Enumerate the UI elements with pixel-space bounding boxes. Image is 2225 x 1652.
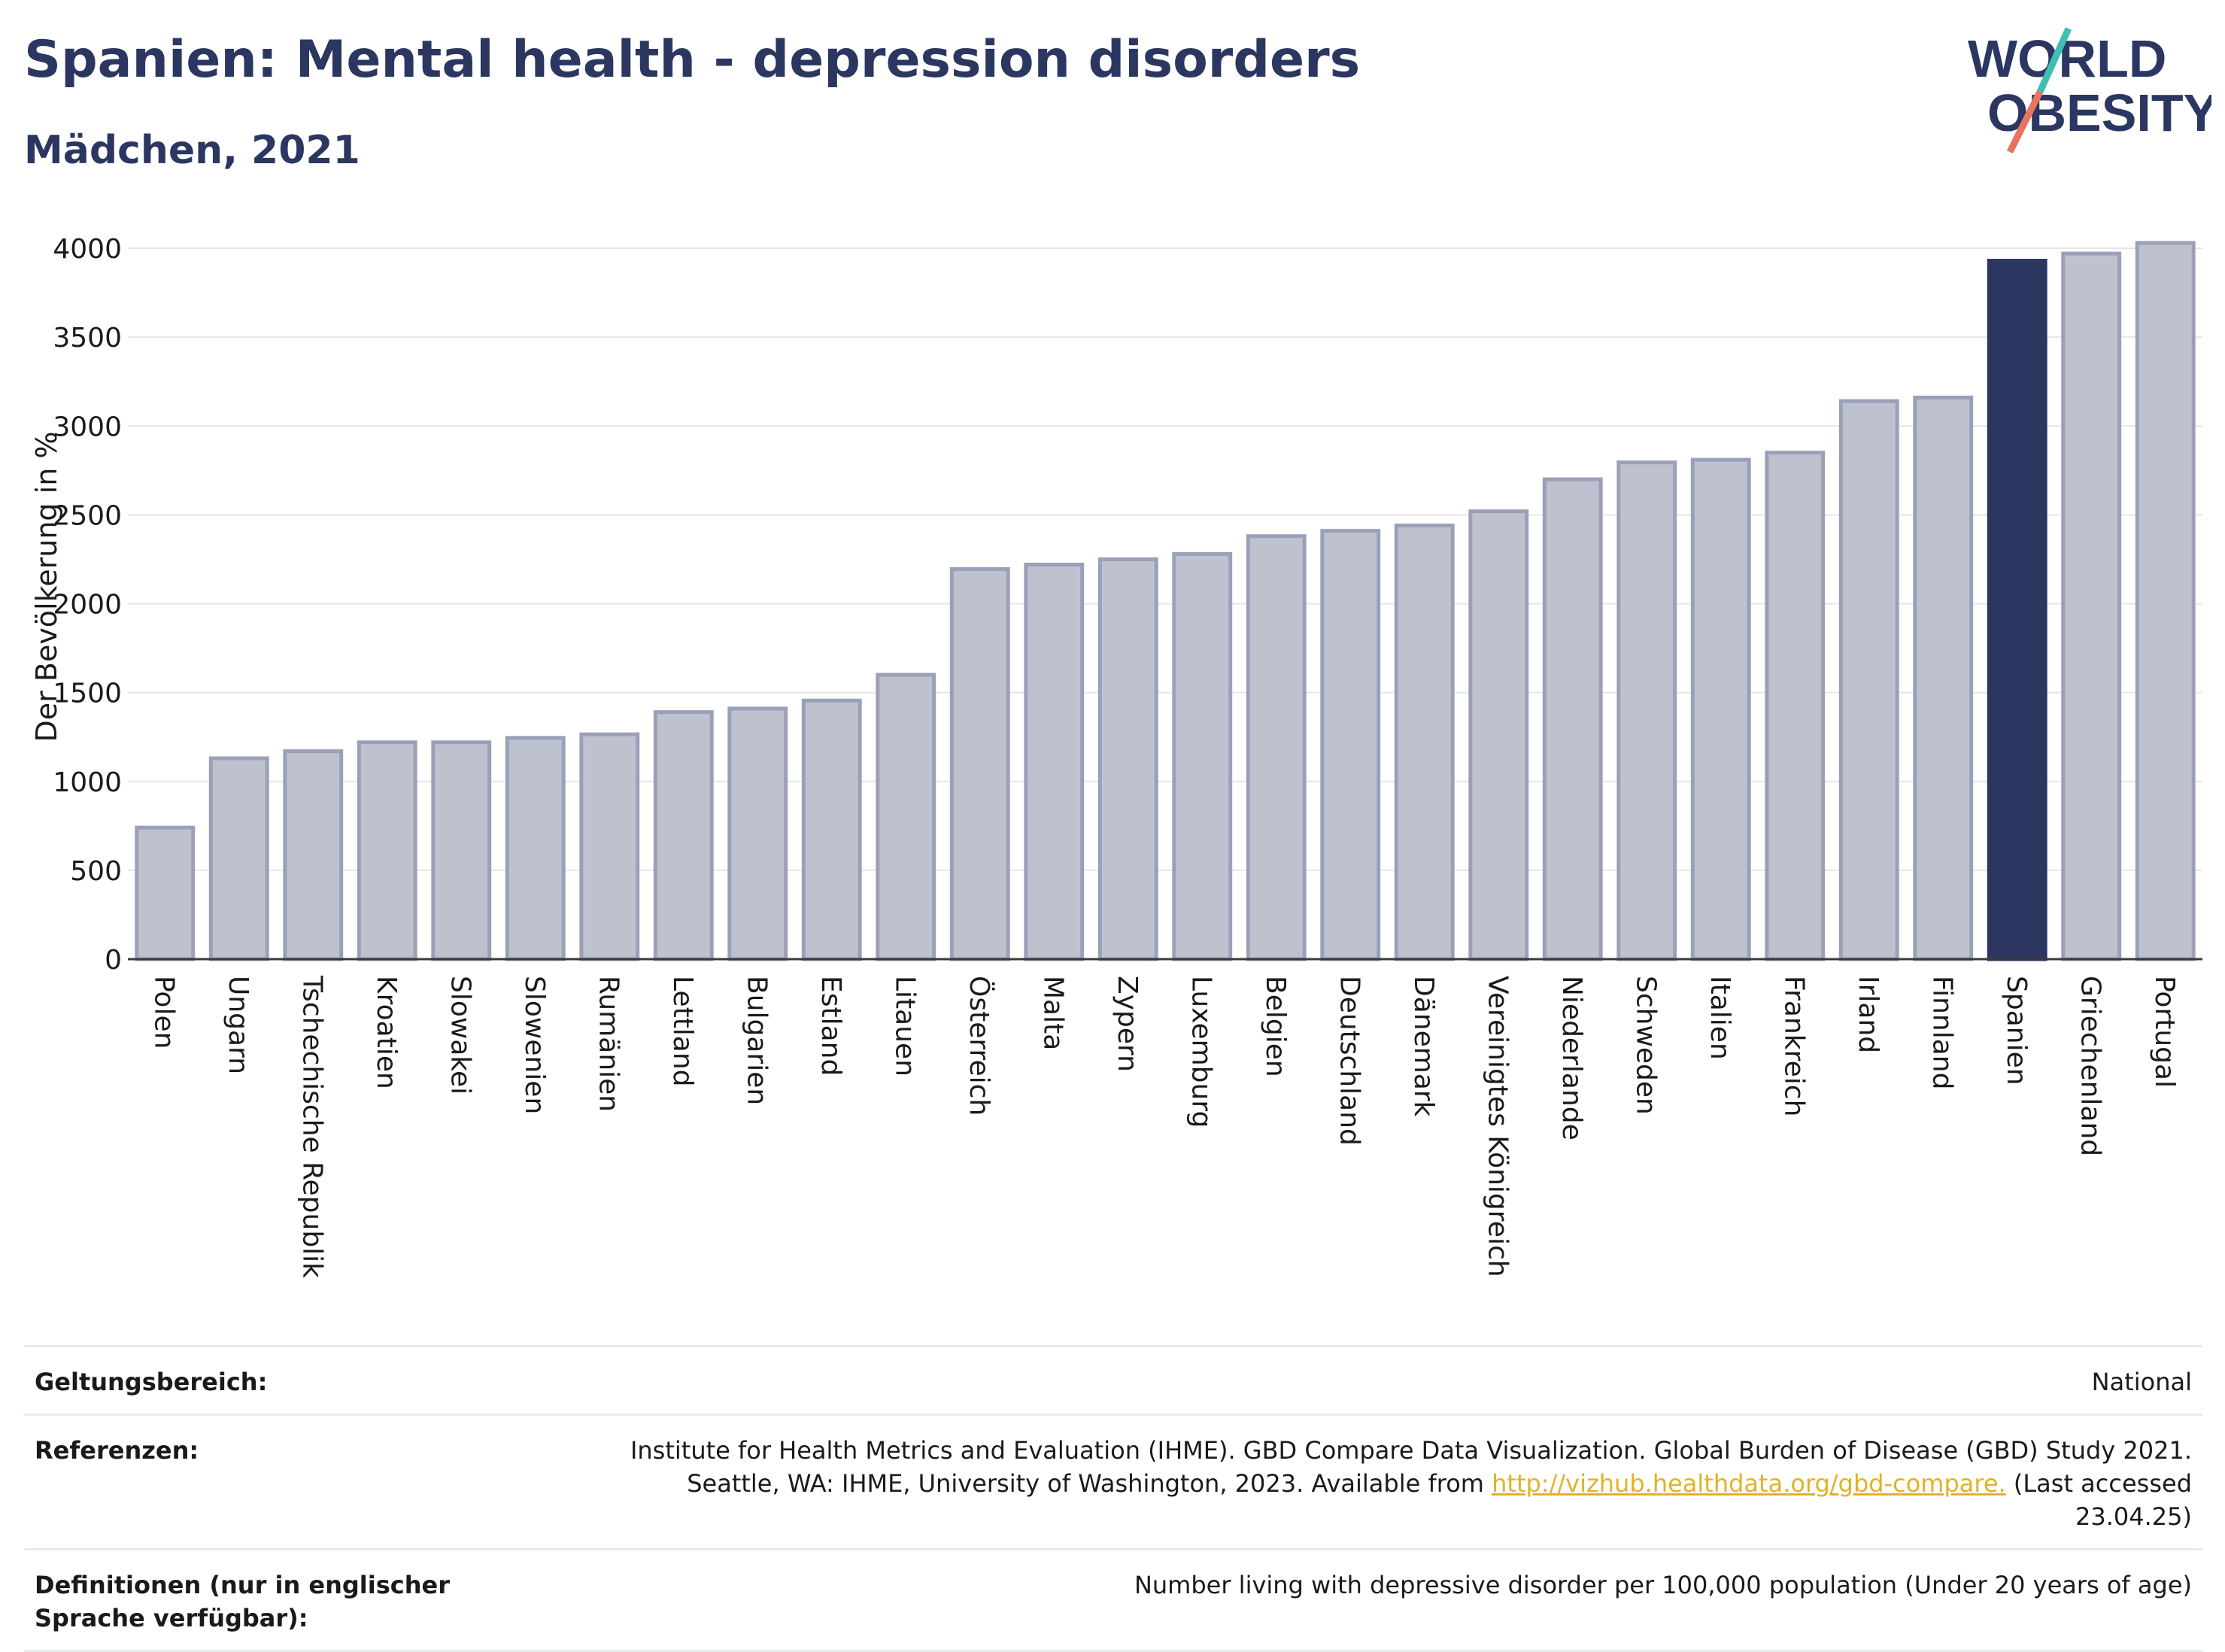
x-tick-label: Griechenland	[2075, 976, 2105, 1156]
x-tick-label: Slowakei	[445, 976, 475, 1095]
references-line-2: Seattle, WA: IHME, University of Washing…	[575, 1467, 2192, 1533]
y-tick-label: 1500	[53, 679, 122, 709]
x-tick-label: Finnland	[1926, 976, 1957, 1089]
scope-label: Geltungsbereich:	[35, 1368, 268, 1396]
bar	[949, 566, 1010, 961]
bar	[579, 732, 640, 961]
bar	[1542, 477, 1603, 961]
references-value: Institute for Health Metrics and Evaluat…	[575, 1434, 2192, 1533]
bar	[357, 740, 417, 961]
references-line-2-text: Seattle, WA: IHME, University of Washing…	[687, 1469, 1492, 1498]
logo-text-obesity: OBESITY	[1987, 84, 2211, 142]
bar	[876, 673, 936, 961]
definitions-label: Definitionen (nur in englischer Sprache …	[35, 1571, 450, 1632]
y-tick-label: 2500	[53, 500, 122, 531]
bar	[1765, 451, 1826, 961]
bar	[1616, 460, 1677, 961]
x-tick-label: Estland	[815, 976, 846, 1076]
y-tick-label: 4000	[53, 234, 122, 265]
metadata-table: Geltungsbereich: National Referenzen: In…	[24, 1345, 2202, 1652]
bar	[1838, 399, 1899, 961]
scope-value: National	[2091, 1368, 2192, 1396]
bar	[1987, 259, 2047, 961]
bar	[801, 698, 862, 961]
bar	[1097, 557, 1158, 961]
x-tick-label: Portugal	[2149, 976, 2180, 1088]
y-tick-label: 0	[105, 945, 122, 976]
x-tick-label: Deutschland	[1334, 976, 1364, 1146]
world-obesity-logo: WORLD OBESITY	[1968, 27, 2211, 154]
meta-row-scope: Geltungsbereich: National	[24, 1345, 2202, 1414]
definitions-value: Number living with depressive disorder p…	[1134, 1571, 2192, 1599]
references-line-1: Institute for Health Metrics and Evaluat…	[630, 1436, 2192, 1465]
x-tick-label: Vereinigtes Königreich	[1482, 976, 1513, 1277]
x-tick-label: Slowenien	[519, 976, 550, 1114]
x-tick-label: Litauen	[889, 976, 920, 1077]
logo-slash-coral	[2006, 90, 2044, 154]
meta-row-references: Referenzen: Institute for Health Metrics…	[24, 1414, 2202, 1548]
bar	[1690, 457, 1751, 961]
x-tick-label: Niederlande	[1556, 976, 1587, 1140]
x-tick-label: Spanien	[2001, 976, 2032, 1086]
bar	[283, 749, 344, 961]
x-tick-label: Malta	[1037, 976, 1068, 1050]
x-tick-label: Schweden	[1630, 976, 1661, 1115]
bar	[1468, 509, 1529, 961]
bar	[653, 710, 714, 961]
x-tick-label: Dänemark	[1408, 976, 1439, 1117]
bar	[505, 736, 566, 961]
y-tick-label: 3000	[53, 411, 122, 442]
references-label: Referenzen:	[35, 1436, 199, 1465]
bar	[135, 825, 196, 961]
x-tick-label: Zypern	[1112, 976, 1143, 1072]
chart-subtitle: Mädchen, 2021	[24, 128, 360, 173]
bar	[431, 740, 492, 961]
bar	[1024, 563, 1085, 961]
bar	[1246, 534, 1307, 961]
chart-title: Spanien: Mental health - depression diso…	[24, 30, 1361, 90]
y-tick-label: 500	[70, 856, 122, 887]
x-tick-label: Frankreich	[1778, 976, 1809, 1116]
x-tick-label: Ungarn	[223, 976, 253, 1074]
x-tick-label: Österreich	[964, 976, 995, 1116]
x-tick-label: Rumänien	[593, 976, 624, 1112]
y-tick-label: 1000	[53, 767, 122, 798]
bar	[208, 756, 269, 961]
x-tick-label: Belgien	[1260, 976, 1291, 1077]
x-tick-label: Italien	[1704, 976, 1735, 1060]
x-tick-label: Bulgarien	[741, 976, 772, 1105]
bar	[727, 706, 788, 961]
references-accessed: (Last accessed 23.04.25)	[2005, 1469, 2192, 1531]
y-tick-label: 2000	[53, 590, 122, 621]
x-tick-label: Luxemburg	[1185, 976, 1216, 1128]
logo-slash-teal	[2036, 27, 2072, 93]
bar	[1172, 551, 1233, 961]
references-link[interactable]: http://vizhub.healthdata.org/gbd-compare…	[1492, 1469, 2006, 1498]
bar	[1320, 529, 1381, 961]
bar	[1394, 524, 1455, 961]
x-tick-label: Lettland	[667, 976, 698, 1087]
x-tick-label: Polen	[148, 976, 179, 1049]
y-tick-label: 3500	[53, 323, 122, 354]
y-axis-label: Der Bevölkerung in %	[30, 431, 63, 742]
x-tick-label: Kroatien	[371, 976, 402, 1089]
bar	[2061, 251, 2122, 961]
bar	[2135, 241, 2196, 961]
x-tick-label: Irland	[1853, 976, 1884, 1053]
bar-chart: 0 500 1000 1500 2000 2500 3000 3500 4000 Polen Ung…	[53, 234, 2202, 1278]
bar	[1913, 395, 1974, 961]
meta-row-definitions: Definitionen (nur in englischer Sprache …	[24, 1548, 2202, 1652]
x-tick-label: Tschechische Republik	[296, 975, 327, 1278]
